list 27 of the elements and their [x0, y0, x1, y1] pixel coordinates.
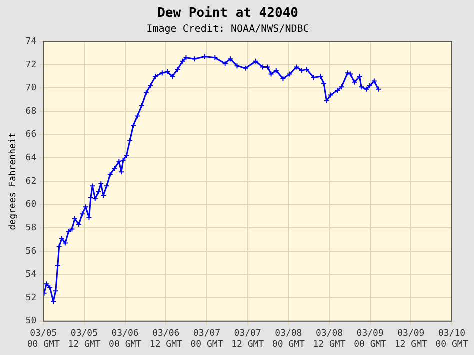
y-tick-label: 68: [26, 106, 37, 117]
y-tick-label: 50: [26, 316, 37, 327]
x-tick-label: 03/08 12 GMT: [313, 329, 346, 350]
y-tick-label: 56: [26, 246, 37, 257]
y-tick-label: 66: [26, 130, 37, 140]
y-tick-label: 54: [26, 270, 37, 280]
x-tick-label: 03/05 00 GMT: [27, 329, 60, 350]
x-tick-label: 03/09 00 GMT: [354, 329, 388, 350]
y-tick-label: 72: [26, 60, 37, 70]
x-tick-label: 03/06 00 GMT: [109, 329, 142, 350]
chart-subtitle: Image Credit: NOAA/NWS/NDBC: [146, 24, 310, 36]
x-tick-label: 03/09 12 GMT: [394, 329, 428, 350]
x-tick-label: 03/08 00 GMT: [272, 329, 306, 350]
y-tick-label: 60: [26, 200, 37, 210]
y-tick-label: 52: [26, 293, 37, 304]
y-axis-title: degrees Fahrenheit: [8, 132, 19, 230]
y-tick-label: 62: [26, 176, 37, 187]
x-tick-label: 03/07 00 GMT: [190, 329, 224, 350]
y-tick-label: 74: [26, 36, 37, 47]
y-tick-label: 58: [26, 223, 37, 234]
x-tick-label: 03/06 12 GMT: [150, 329, 183, 350]
chart-title: Dew Point at 42040: [158, 6, 299, 22]
y-tick-label: 64: [26, 154, 37, 164]
x-tick-label: 03/05 12 GMT: [68, 329, 102, 350]
x-tick-label: 03/10 00 GMT: [436, 329, 469, 350]
y-tick-label: 70: [26, 84, 37, 94]
x-tick-label: 03/07 12 GMT: [232, 329, 265, 350]
